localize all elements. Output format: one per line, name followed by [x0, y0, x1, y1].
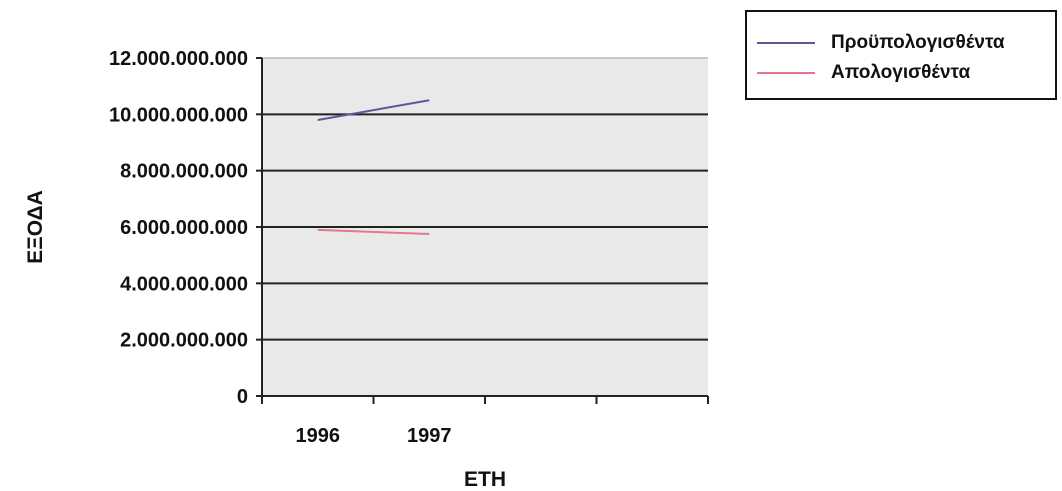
y-tick-label: 10.000.000.000 — [109, 104, 248, 126]
legend-label-budgeted: Προϋπολογισθέντα — [831, 32, 1005, 53]
y-tick-label: 4.000.000.000 — [120, 273, 248, 295]
series-line-1 — [317, 228, 430, 236]
axes — [256, 57, 709, 404]
y-tick-label: 8.000.000.000 — [120, 161, 248, 183]
x-tick-label: 1997 — [407, 425, 452, 447]
series-lines — [317, 99, 430, 236]
legend-item-actual: Απολογισθέντα — [747, 59, 970, 87]
x-tick-labels: 1996 1997 — [296, 425, 452, 447]
legend-swatch-budgeted — [757, 42, 815, 44]
series-line-0 — [317, 99, 430, 121]
y-tick-label: 0 — [237, 386, 248, 408]
x-axis-title: ΕΤΗ — [464, 468, 506, 491]
y-tick-label: 2.000.000.000 — [120, 330, 248, 352]
legend-swatch-actual — [757, 72, 815, 74]
y-tick-label: 12.000.000.000 — [109, 48, 248, 70]
legend: Προϋπολογισθέντα Απολογισθέντα — [745, 10, 1057, 100]
y-tick-label: 6.000.000.000 — [120, 217, 248, 239]
x-tick-label: 1996 — [296, 425, 341, 447]
gridlines — [262, 57, 708, 341]
y-axis-title: ΕΞΟΔΑ — [24, 190, 47, 264]
legend-label-actual: Απολογισθέντα — [831, 62, 971, 83]
legend-item-budgeted: Προϋπολογισθέντα — [747, 29, 1005, 57]
y-tick-labels: 0 2.000.000.000 4.000.000.000 6.000.000.000… — [109, 48, 248, 408]
